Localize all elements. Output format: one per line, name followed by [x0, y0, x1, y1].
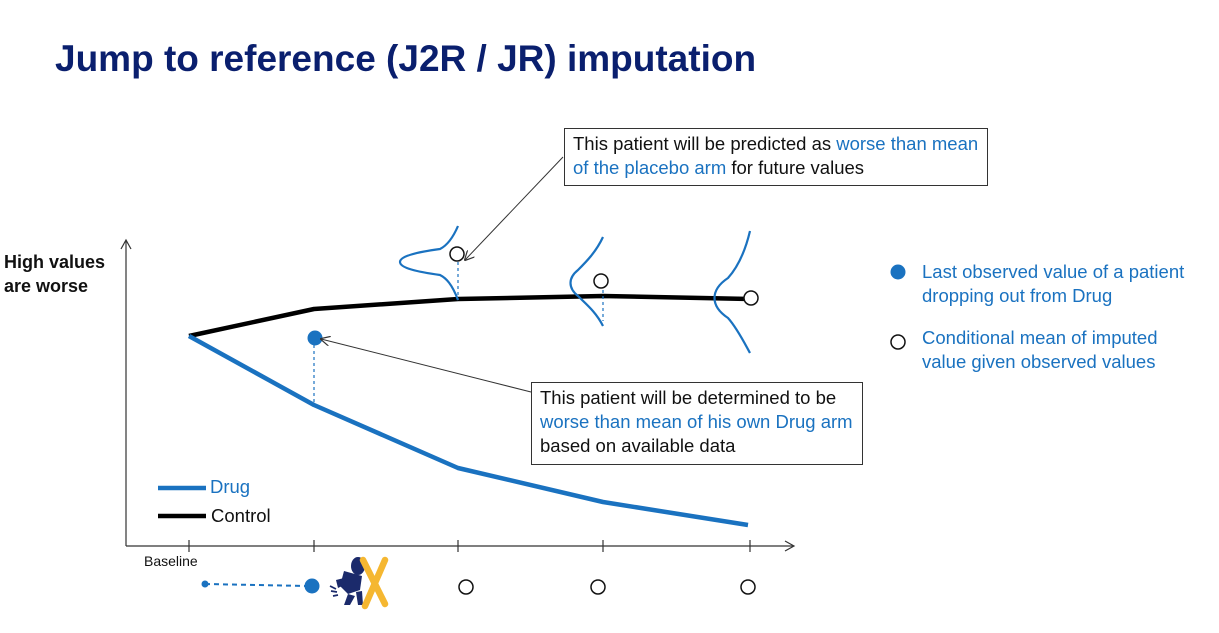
y-axis-label-line2: are worse [4, 276, 89, 296]
legend-conditional-mean: Conditional mean of imputed value given … [922, 327, 1158, 372]
drug-legend-label: Drug [210, 476, 251, 497]
x-tick-label-baseline: Baseline [144, 553, 198, 569]
callout-mid-highlight: worse than mean of his own Drug arm [540, 411, 853, 432]
timeline-future-marker-5 [740, 579, 756, 595]
y-axis-arrow [120, 238, 132, 250]
callout-top-text1: This patient will be predicted as [573, 133, 837, 154]
imputed-mean-marker-5 [743, 290, 759, 306]
callout-top-arrow [465, 156, 564, 260]
legend-filled-marker [890, 264, 906, 280]
callout-mid-text1: This patient will be determined to be [540, 387, 837, 408]
patient-sick-icon [329, 557, 365, 605]
distribution-curve-3 [398, 225, 460, 301]
last-observed-marker [307, 330, 323, 346]
callout-top-highlight: worse than mean of the placebo arm [573, 133, 979, 178]
legend-open-marker [890, 334, 906, 350]
timeline-future-marker-4 [590, 579, 606, 595]
control-legend-label: Control [211, 505, 271, 526]
callout-placebo-prediction: This patient will be predicted as worse … [564, 128, 988, 186]
imputed-mean-marker-3 [449, 246, 465, 262]
timeline-dropout-dot [304, 578, 320, 594]
x-axis-arrow [784, 540, 796, 552]
timeline-dashed [204, 583, 308, 587]
callout-mid-arrow [321, 339, 532, 393]
timeline-future-marker-3 [458, 579, 474, 595]
drug-line [187, 334, 749, 528]
control-line [188, 293, 751, 339]
page-title: Jump to reference (J2R / JR) imputation [55, 38, 757, 79]
y-axis-label-line1: High values [4, 252, 106, 272]
callout-drug-determination: This patient will be determined to be wo… [531, 382, 863, 465]
distribution-curve-5 [713, 230, 752, 354]
distribution-curve-4 [569, 236, 604, 327]
imputed-mean-marker-4 [593, 273, 609, 289]
callout-top-text2: for future values [726, 157, 865, 178]
dropout-x-icon [359, 556, 389, 610]
y-axis-label: High values are worse [4, 250, 105, 298]
legend-last-observed: Last observed value of a patient droppin… [922, 261, 1185, 306]
callout-mid-text2: based on available data [540, 435, 736, 456]
